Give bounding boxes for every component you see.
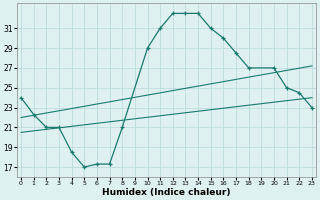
- X-axis label: Humidex (Indice chaleur): Humidex (Indice chaleur): [102, 188, 231, 197]
